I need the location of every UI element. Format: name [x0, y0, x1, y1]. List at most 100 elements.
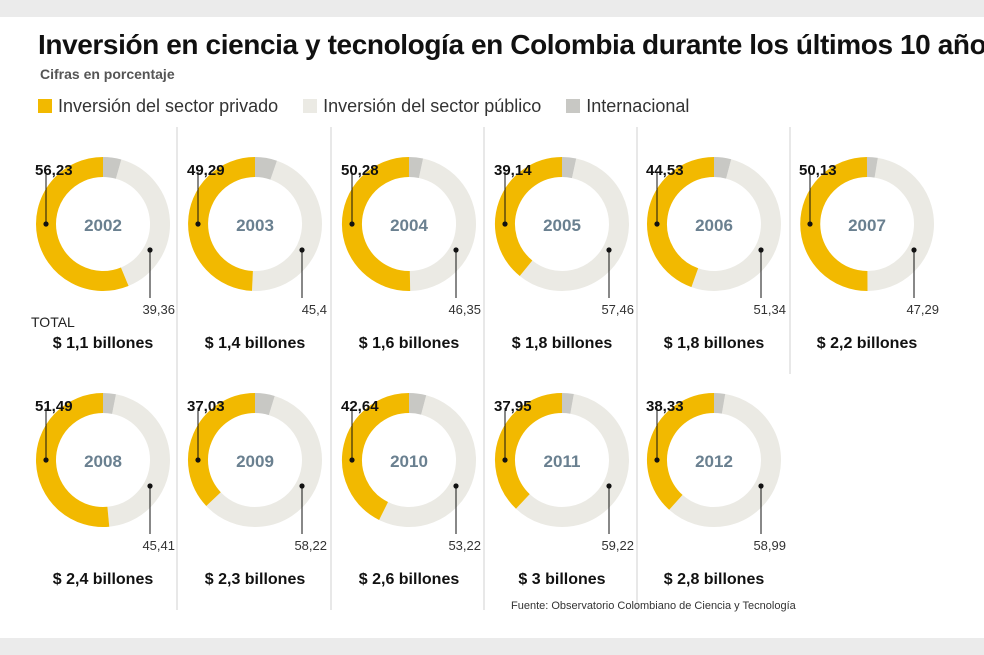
slice-international: [561, 393, 574, 414]
slice-private: [647, 157, 715, 288]
slice-international: [408, 156, 424, 179]
leader-dot-public: [453, 483, 459, 489]
public-value-label: 39,36: [142, 302, 175, 317]
public-value-label: 58,99: [753, 538, 786, 553]
donut-2012: 2012 38,33 58,99 $ 2,8 billones: [646, 393, 786, 588]
leader-dot-private: [654, 457, 660, 463]
legend-item-international: Internacional: [566, 96, 689, 117]
year-label: 2008: [84, 452, 122, 471]
slice-public: [669, 393, 781, 527]
public-value-label: 53,22: [448, 538, 481, 553]
total-label: $ 2,6 billones: [359, 571, 460, 588]
donut-2006: 2006 44,53 51,34 $ 1,8 billones: [646, 157, 786, 352]
year-label: 2009: [236, 452, 274, 471]
leader-dot-public: [299, 483, 305, 489]
leader-dot-private: [502, 221, 508, 227]
legend-label-private: Inversión del sector privado: [58, 96, 279, 116]
donut-2009: 2009 37,03 58,22 $ 2,3 billones: [187, 393, 327, 588]
leader-dot-public: [758, 247, 764, 253]
leader-dot-public: [911, 247, 917, 253]
slice-international: [713, 157, 732, 179]
slice-international: [102, 393, 116, 414]
public-value-label: 58,22: [294, 538, 327, 553]
leader-dot-public: [453, 247, 459, 253]
slice-private: [342, 393, 410, 520]
legend-label-public: Inversión del sector público: [323, 96, 542, 116]
slice-private: [36, 157, 129, 291]
infographic-card: Inversión en ciencia y tecnología en Col…: [0, 17, 984, 638]
slice-private: [36, 393, 110, 527]
public-value-label: 57,46: [601, 302, 634, 317]
public-value-label: 59,22: [601, 538, 634, 553]
legend-swatch-private: [38, 99, 52, 113]
private-value-label: 49,29: [187, 162, 225, 179]
leader-dot-private: [43, 457, 49, 463]
slice-international: [561, 157, 577, 179]
total-caption: TOTAL: [31, 314, 75, 330]
total-label: $ 2,4 billones: [53, 571, 154, 588]
public-value-label: 45,41: [142, 538, 175, 553]
slice-public: [691, 159, 781, 291]
private-value-label: 37,03: [187, 398, 225, 415]
year-label: 2004: [390, 216, 428, 235]
leader-dot-public: [758, 483, 764, 489]
private-value-label: 39,14: [494, 162, 532, 179]
private-value-label: 51,49: [35, 398, 73, 415]
chart-subtitle: Cifras en porcentaje: [40, 66, 175, 82]
total-label: $ 1,1 billones: [53, 335, 154, 352]
legend: Inversión del sector privado Inversión d…: [38, 96, 709, 117]
legend-item-private: Inversión del sector privado: [38, 96, 278, 117]
slice-public: [519, 158, 629, 291]
legend-item-public: Inversión del sector público: [303, 96, 541, 117]
legend-label-international: Internacional: [586, 96, 690, 116]
source-note: Fuente: Observatorio Colombiano de Cienc…: [511, 600, 796, 612]
total-label: $ 2,3 billones: [205, 571, 306, 588]
total-label: $ 1,8 billones: [512, 335, 613, 352]
slice-public: [115, 159, 170, 286]
leader-dot-public: [606, 247, 612, 253]
private-value-label: 50,13: [799, 162, 837, 179]
total-label: $ 3 billones: [518, 571, 605, 588]
slice-public: [409, 158, 476, 291]
leader-dot-private: [349, 457, 355, 463]
year-label: 2003: [236, 216, 274, 235]
year-label: 2007: [848, 216, 886, 235]
donut-2011: 2011 37,95 59,22 $ 3 billones: [494, 393, 634, 588]
public-value-label: 47,29: [906, 302, 939, 317]
leader-dot-private: [195, 221, 201, 227]
legend-swatch-international: [566, 99, 581, 113]
year-label: 2006: [695, 216, 733, 235]
slice-public: [252, 160, 322, 291]
total-label: $ 1,4 billones: [205, 335, 306, 352]
leader-dot-private: [654, 221, 660, 227]
year-label: 2011: [544, 452, 581, 471]
chart-title: Inversión en ciencia y tecnología en Col…: [38, 29, 984, 60]
private-value-label: 42,64: [341, 398, 379, 415]
private-value-label: 50,28: [341, 162, 379, 179]
slice-private: [495, 393, 563, 509]
slice-public: [106, 394, 170, 527]
slice-public: [206, 395, 322, 527]
year-label: 2005: [543, 216, 581, 235]
leader-dot-private: [807, 221, 813, 227]
slice-private: [188, 393, 256, 506]
year-label: 2010: [390, 452, 428, 471]
leader-dot-private: [195, 457, 201, 463]
donut-2005: 2005 39,14 57,46 $ 1,8 billones: [494, 157, 634, 352]
slice-private: [647, 393, 715, 510]
legend-swatch-public: [303, 99, 318, 113]
leader-dot-private: [349, 221, 355, 227]
year-label: 2002: [84, 216, 122, 235]
total-label: $ 1,6 billones: [359, 335, 460, 352]
slice-international: [102, 156, 122, 179]
donut-2008: 2008 51,49 45,41 $ 2,4 billones: [35, 393, 175, 588]
slice-international: [408, 393, 427, 415]
slice-international: [254, 393, 275, 416]
year-label: 2012: [695, 452, 733, 471]
leader-dot-private: [43, 221, 49, 227]
total-label: $ 2,8 billones: [664, 571, 765, 588]
slice-international: [866, 157, 878, 178]
public-value-label: 45,4: [302, 302, 327, 317]
leader-dot-public: [147, 483, 153, 489]
leader-dot-public: [147, 247, 153, 253]
